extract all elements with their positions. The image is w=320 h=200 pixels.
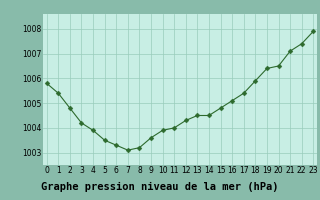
Text: Graphe pression niveau de la mer (hPa): Graphe pression niveau de la mer (hPa) xyxy=(41,182,279,192)
